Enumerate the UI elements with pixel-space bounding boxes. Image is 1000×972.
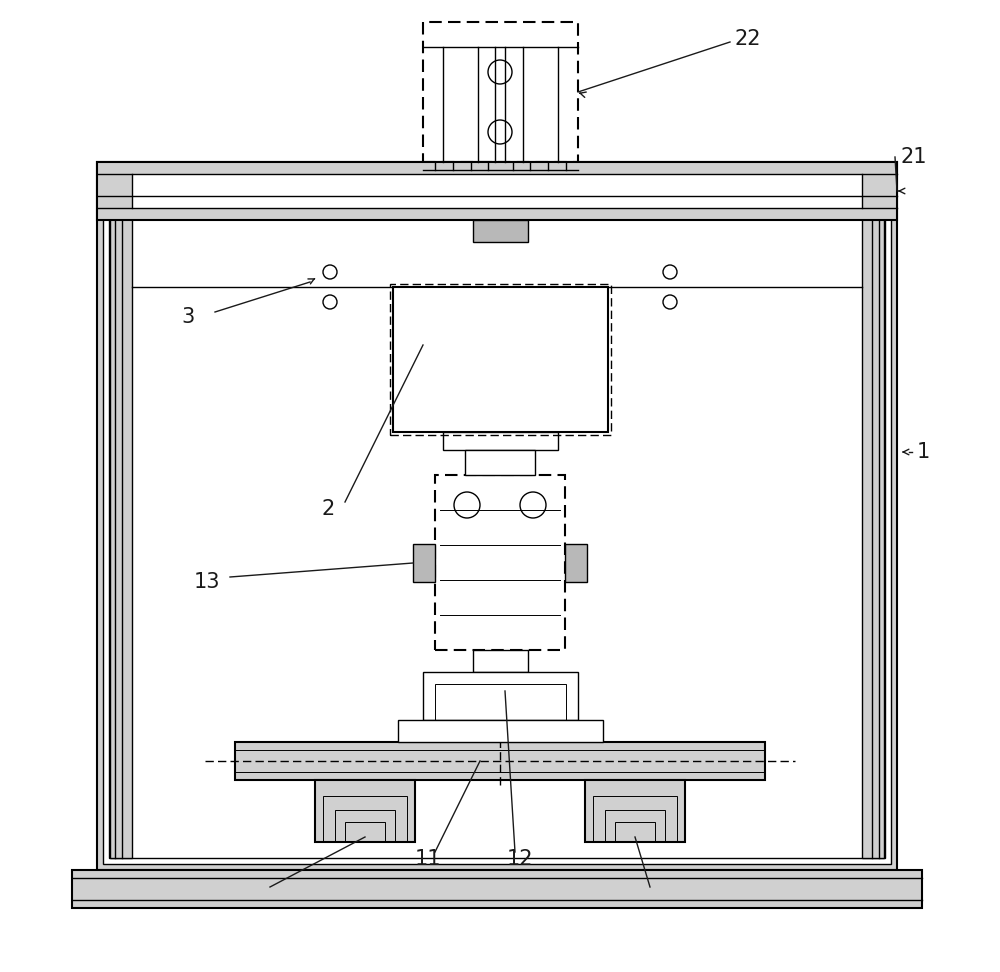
Bar bbox=[323, 796, 407, 842]
Bar bbox=[393, 287, 608, 432]
Bar bbox=[423, 22, 578, 162]
Bar bbox=[315, 780, 415, 842]
Bar bbox=[473, 650, 528, 672]
Bar bbox=[423, 672, 578, 720]
Text: 14: 14 bbox=[252, 884, 278, 904]
Text: 11: 11 bbox=[415, 849, 441, 869]
Bar bbox=[132, 174, 862, 208]
Text: 13: 13 bbox=[194, 572, 220, 592]
Circle shape bbox=[663, 265, 677, 279]
Bar bbox=[605, 810, 665, 842]
Bar bbox=[110, 174, 132, 858]
Bar bbox=[465, 450, 535, 475]
Bar bbox=[97, 162, 897, 220]
Text: 3: 3 bbox=[182, 307, 195, 327]
Text: 22: 22 bbox=[735, 29, 762, 49]
Bar bbox=[345, 822, 385, 842]
Circle shape bbox=[663, 295, 677, 309]
Text: 14: 14 bbox=[642, 884, 668, 904]
Bar bbox=[398, 720, 603, 742]
Bar bbox=[615, 822, 655, 842]
Text: 1: 1 bbox=[917, 442, 930, 462]
Bar bbox=[390, 284, 611, 435]
Bar bbox=[862, 174, 884, 858]
Bar bbox=[435, 684, 566, 720]
Bar bbox=[335, 810, 395, 842]
Circle shape bbox=[323, 295, 337, 309]
Bar bbox=[435, 475, 565, 650]
Text: 12: 12 bbox=[507, 849, 533, 869]
Bar bbox=[97, 162, 897, 870]
Bar bbox=[593, 796, 677, 842]
Bar bbox=[72, 870, 922, 908]
Circle shape bbox=[323, 265, 337, 279]
Bar bbox=[585, 780, 685, 842]
Bar bbox=[473, 220, 528, 242]
Bar bbox=[413, 544, 435, 582]
Text: 2: 2 bbox=[322, 499, 335, 519]
Bar bbox=[103, 168, 891, 864]
Bar bbox=[109, 174, 885, 858]
Bar bbox=[443, 432, 558, 450]
Bar bbox=[235, 742, 765, 780]
Text: 21: 21 bbox=[900, 147, 926, 167]
Bar bbox=[565, 544, 587, 582]
